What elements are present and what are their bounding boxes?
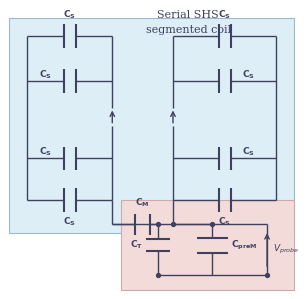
Text: $\mathbf{C_S}$: $\mathbf{C_S}$: [63, 215, 76, 228]
Text: $\mathbf{C_S}$: $\mathbf{C_S}$: [63, 8, 76, 21]
Text: $\mathbf{C_S}$: $\mathbf{C_S}$: [39, 146, 52, 158]
Text: $\mathbf{C_S}$: $\mathbf{C_S}$: [218, 8, 231, 21]
Text: $\mathbf{C_M}$: $\mathbf{C_M}$: [135, 197, 150, 209]
Text: Serial SHS: Serial SHS: [157, 10, 219, 20]
Text: $\mathbf{C_S}$: $\mathbf{C_S}$: [218, 215, 231, 228]
Bar: [9, 18, 294, 233]
Text: $\mathbf{C_S}$: $\mathbf{C_S}$: [242, 68, 255, 81]
Text: segmented coil: segmented coil: [146, 25, 231, 35]
Text: $\mathbf{C_S}$: $\mathbf{C_S}$: [39, 68, 52, 81]
Bar: [121, 200, 294, 290]
Text: $\mathbf{C_S}$: $\mathbf{C_S}$: [242, 146, 255, 158]
Text: $\mathbf{C_{preM}}$: $\mathbf{C_{preM}}$: [231, 239, 257, 252]
Text: $\mathbf{C_T}$: $\mathbf{C_T}$: [130, 239, 143, 251]
Text: $V_{probe}$: $V_{probe}$: [273, 243, 299, 256]
